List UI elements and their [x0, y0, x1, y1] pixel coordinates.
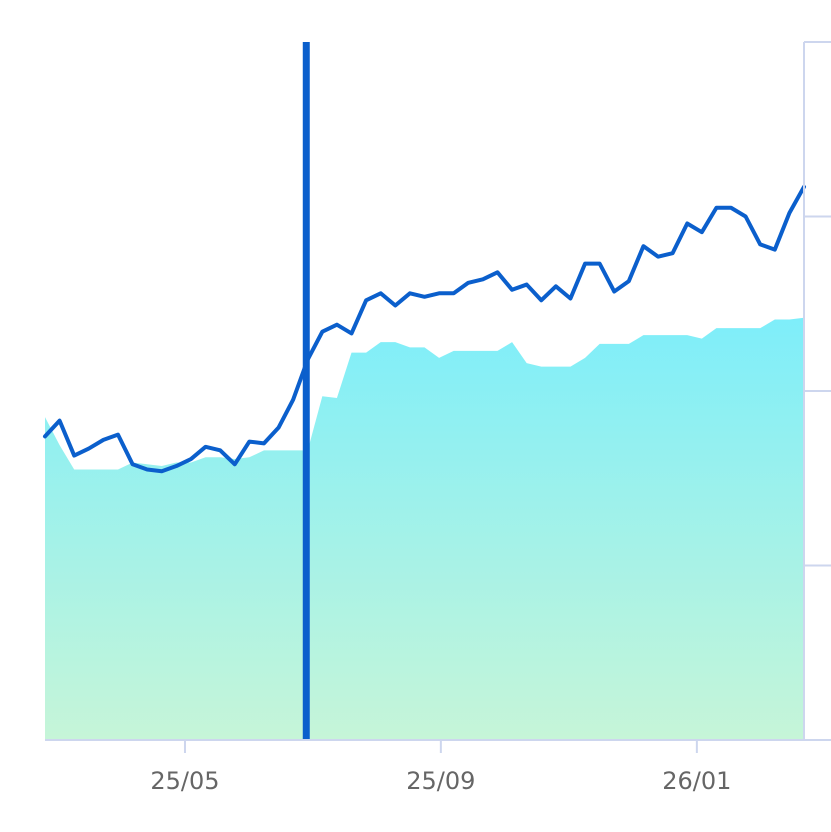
x-tick-label: 25/05	[150, 767, 219, 795]
x-tick-label: 26/01	[662, 767, 731, 795]
line	[43, 184, 806, 474]
area	[45, 317, 804, 740]
x-tick-label: 25/09	[406, 767, 475, 795]
